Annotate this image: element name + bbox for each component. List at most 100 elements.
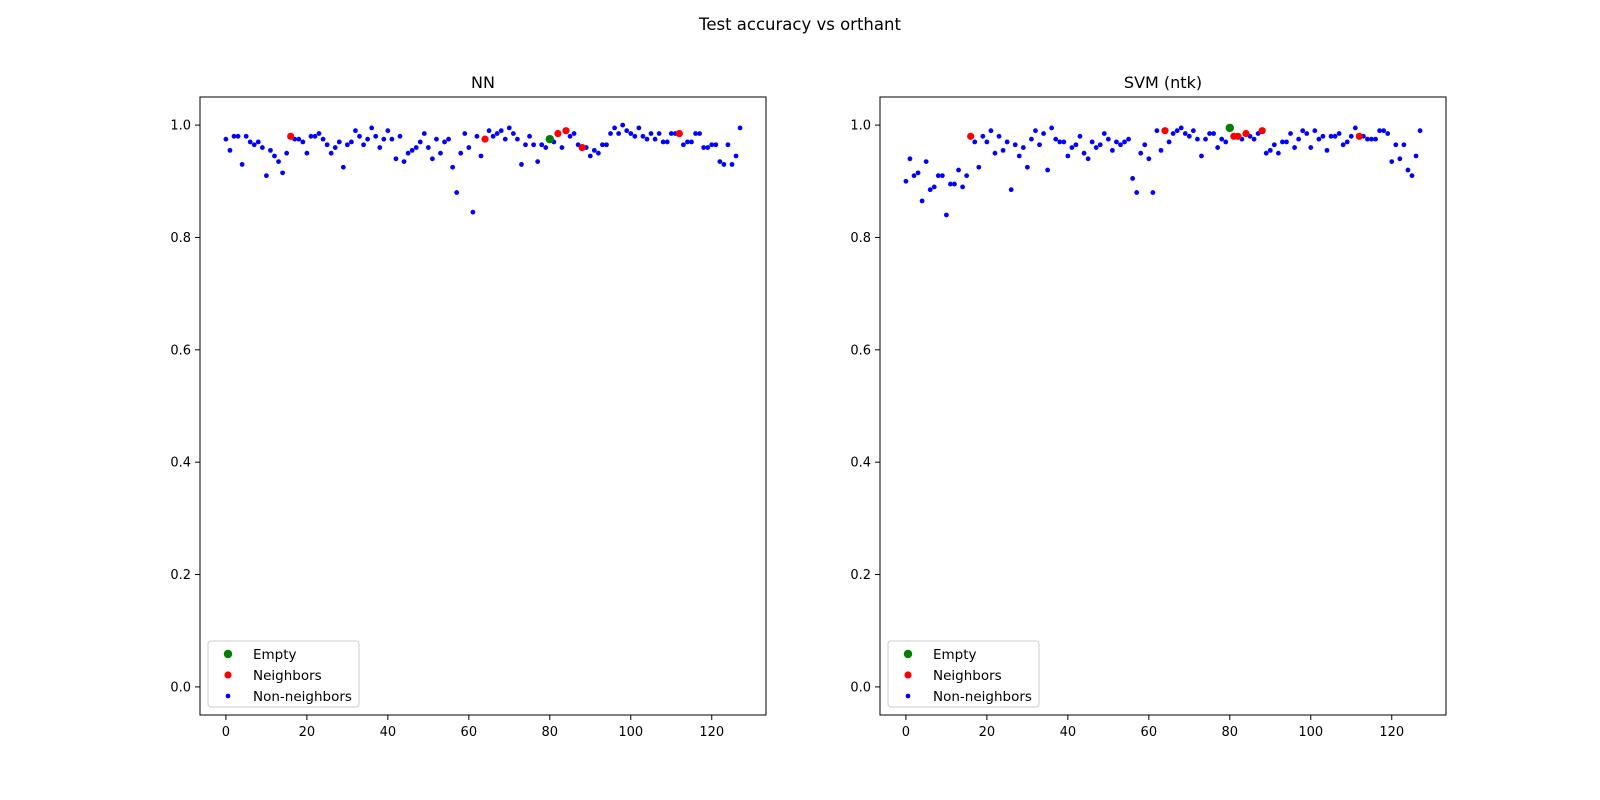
data-point-non-neighbors <box>268 147 273 153</box>
data-point-non-neighbors <box>1008 187 1014 193</box>
data-point-non-neighbors <box>737 125 743 131</box>
data-point-non-neighbors <box>470 209 476 215</box>
data-point-non-neighbors <box>559 145 565 150</box>
data-point-non-neighbors <box>506 125 512 131</box>
data-point-non-neighbors <box>656 131 662 136</box>
data-point-non-neighbors <box>1146 156 1152 162</box>
data-point-non-neighbors <box>336 139 342 145</box>
data-point-non-neighbors <box>1251 136 1257 142</box>
data-point-neighbors <box>287 132 295 140</box>
figure-title: Test accuracy vs orthant <box>698 15 901 34</box>
data-point-non-neighbors <box>1373 136 1378 142</box>
data-point-non-neighbors <box>1320 133 1326 139</box>
data-points <box>223 122 743 215</box>
data-point-non-neighbors <box>413 145 419 150</box>
data-point-non-neighbors <box>1158 147 1164 153</box>
data-point-non-neighbors <box>304 150 310 156</box>
data-point-non-neighbors <box>1033 128 1038 134</box>
data-point-non-neighbors <box>332 145 338 150</box>
data-point-non-neighbors <box>1348 133 1354 139</box>
data-point-non-neighbors <box>713 142 719 148</box>
data-point-non-neighbors <box>340 164 346 170</box>
legend-marker-empty <box>223 649 233 659</box>
data-point-non-neighbors <box>685 139 690 145</box>
data-point-neighbors <box>1242 129 1250 138</box>
data-point-non-neighbors <box>1190 128 1196 134</box>
data-point-non-neighbors <box>1089 139 1095 145</box>
legend-box <box>887 640 1040 708</box>
data-point-non-neighbors <box>587 153 593 159</box>
data-point-neighbors <box>675 129 683 138</box>
data-point-neighbors <box>967 132 975 140</box>
legend-marker-neighbors <box>224 671 232 679</box>
data-point-non-neighbors <box>976 164 982 170</box>
data-point-non-neighbors <box>235 133 241 139</box>
data-point-non-neighbors <box>964 173 970 179</box>
data-point-non-neighbors <box>344 142 350 148</box>
data-point-non-neighbors <box>701 145 707 150</box>
data-point-non-neighbors <box>1020 145 1026 150</box>
data-point-neighbors <box>562 127 570 135</box>
data-point-non-neighbors <box>1049 125 1055 131</box>
x-tick-label: 80 <box>542 725 559 740</box>
data-point-non-neighbors <box>1195 136 1200 142</box>
y-tick-label: 0.8 <box>850 231 871 246</box>
data-point-non-neighbors <box>272 153 277 159</box>
legend-label-neighbors: Neighbors <box>253 668 322 684</box>
data-point-non-neighbors <box>693 131 698 136</box>
data-point-empty <box>1225 123 1235 133</box>
data-point-non-neighbors <box>401 159 407 165</box>
data-point-non-neighbors <box>1308 145 1314 150</box>
data-point-non-neighbors <box>644 136 650 142</box>
x-tick-label: 40 <box>1060 725 1077 740</box>
legend-marker-non-neighbors <box>225 693 231 699</box>
data-point-non-neighbors <box>1053 136 1059 142</box>
data-point-non-neighbors <box>308 133 314 139</box>
data-point-non-neighbors <box>919 198 925 204</box>
y-tick-label: 0.0 <box>850 680 871 695</box>
data-point-non-neighbors <box>1405 167 1411 173</box>
data-point-non-neighbors <box>571 131 577 136</box>
data-point-non-neighbors <box>474 133 480 139</box>
data-point-non-neighbors <box>353 128 358 134</box>
x-tick-label: 100 <box>618 725 643 740</box>
data-point-neighbors <box>554 129 562 138</box>
y-tick-label: 0.2 <box>850 568 871 583</box>
data-point-non-neighbors <box>1101 131 1107 136</box>
data-point-non-neighbors <box>1109 147 1115 153</box>
data-point-non-neighbors <box>1219 136 1225 142</box>
data-point-non-neighbors <box>1065 153 1071 159</box>
data-point-non-neighbors <box>1045 167 1051 173</box>
data-point-non-neighbors <box>377 145 383 150</box>
data-point-non-neighbors <box>1393 142 1399 148</box>
data-point-non-neighbors <box>1154 128 1160 134</box>
data-point-non-neighbors <box>689 139 694 145</box>
data-point-non-neighbors <box>417 139 423 145</box>
data-point-non-neighbors <box>1336 131 1342 136</box>
data-point-non-neighbors <box>450 164 456 170</box>
data-point-non-neighbors <box>223 136 229 142</box>
data-point-non-neighbors <box>1122 139 1127 145</box>
x-tick-label: 100 <box>1298 725 1323 740</box>
data-point-non-neighbors <box>652 136 658 142</box>
data-point-non-neighbors <box>296 136 302 142</box>
data-point-non-neighbors <box>523 142 528 148</box>
data-point-non-neighbors <box>1292 145 1297 150</box>
legend-label-empty: Empty <box>253 647 297 663</box>
data-point-non-neighbors <box>486 128 492 134</box>
data-point-non-neighbors <box>442 139 447 145</box>
data-point-non-neighbors <box>397 133 403 139</box>
data-point-non-neighbors <box>373 133 379 139</box>
legend-box <box>207 640 360 708</box>
data-point-non-neighbors <box>1352 125 1358 131</box>
data-point-non-neighbors <box>1105 136 1111 142</box>
axes-frame <box>199 96 767 716</box>
data-point-non-neighbors <box>1304 131 1310 136</box>
data-point-non-neighbors <box>1126 136 1131 142</box>
data-point-non-neighbors <box>1275 150 1281 156</box>
data-point-non-neighbors <box>1097 142 1103 148</box>
data-point-non-neighbors <box>1000 147 1006 153</box>
y-tick-label: 0.2 <box>170 568 191 583</box>
data-point-non-neighbors <box>636 125 642 131</box>
